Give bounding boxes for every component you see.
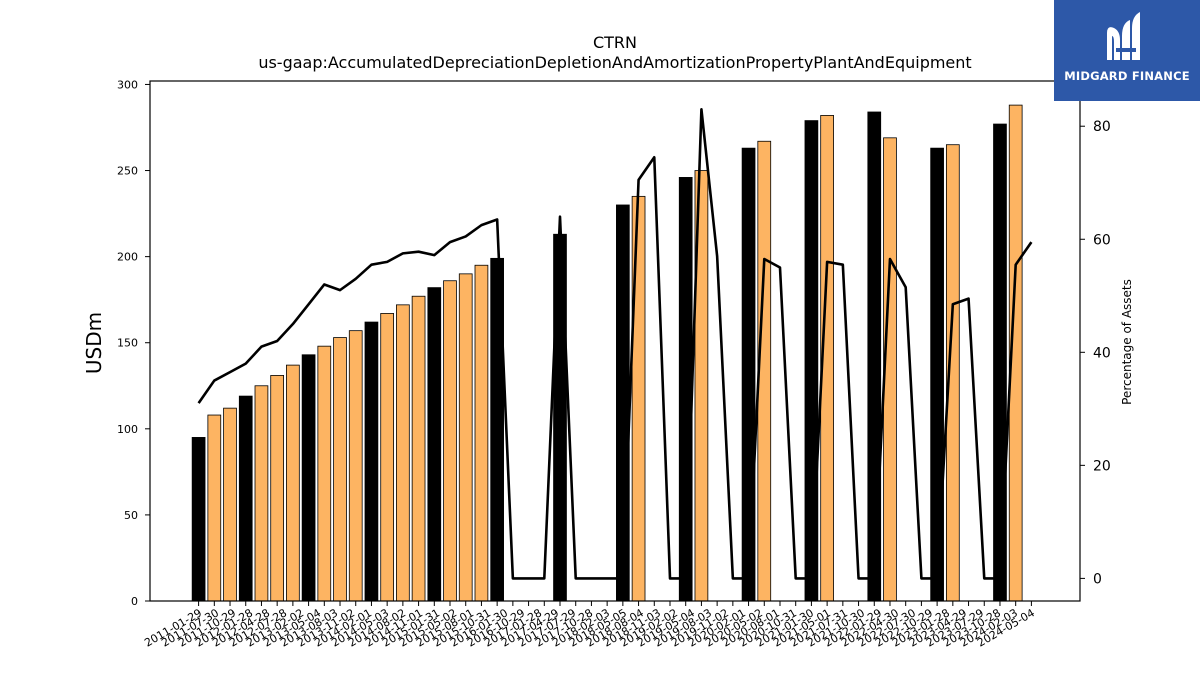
quarterly-bar — [443, 280, 457, 602]
brand-logo: MIDGARD FINANCE — [1054, 0, 1200, 101]
annual-bar — [930, 147, 944, 602]
annual-bar — [678, 177, 693, 602]
bar-group — [191, 104, 1023, 602]
annual-bar — [867, 111, 882, 602]
quarterly-bar — [223, 407, 237, 602]
midgard-m-logo-icon — [1107, 12, 1140, 61]
chart-title: CTRN — [593, 33, 637, 52]
annual-bar — [616, 204, 630, 602]
annual-bar — [364, 321, 379, 602]
annual-bar — [553, 233, 567, 602]
annual-bar — [301, 354, 316, 602]
quarterly-bar — [286, 364, 300, 602]
quarterly-bar — [333, 337, 347, 602]
quarterly-bar — [254, 385, 269, 602]
quarterly-bar — [270, 375, 285, 602]
annual-bar — [191, 437, 206, 602]
quarterly-bar — [411, 295, 426, 602]
line-group — [197, 107, 1033, 580]
quarterly-bar — [380, 313, 395, 602]
annual-bar — [993, 123, 1007, 602]
annual-bar — [804, 120, 819, 602]
annual-bar — [427, 287, 442, 602]
plot-frame — [149, 80, 1081, 602]
y-tick-label: 300 — [117, 78, 138, 91]
y-tick-label: 100 — [117, 423, 138, 436]
quarterly-bar — [317, 345, 332, 602]
y2-tick-label: 20 — [1093, 458, 1111, 474]
y2-tick-label: 0 — [1093, 571, 1102, 587]
quarterly-bar — [348, 330, 363, 602]
y-tick-label: 250 — [117, 165, 138, 178]
axes: 0501001502002503000204060802011-01-29201… — [117, 78, 1111, 649]
quarterly-bar — [207, 414, 222, 602]
y2-tick-label: 80 — [1093, 119, 1111, 135]
y2-tick-label: 40 — [1093, 345, 1111, 361]
annual-bar — [741, 147, 756, 602]
quarterly-bar — [474, 264, 489, 602]
quarterly-bar — [631, 195, 646, 602]
brand-name: MIDGARD FINANCE — [1064, 69, 1190, 83]
y2-axis-label: Percentage of Assets — [1120, 279, 1134, 405]
y-tick-label: 150 — [117, 337, 138, 350]
y-tick-label: 200 — [117, 251, 138, 264]
y-tick-label: 50 — [124, 509, 138, 522]
quarterly-bar — [458, 273, 473, 602]
annual-bar — [238, 395, 253, 602]
chart-subtitle: us-gaap:AccumulatedDepreciationDepletion… — [258, 53, 971, 72]
quarterly-bar — [396, 304, 410, 602]
percentage-line — [197, 107, 1033, 580]
y-axis-label: USDm — [82, 312, 106, 374]
y2-tick-label: 60 — [1093, 232, 1111, 248]
y-tick-label: 0 — [131, 595, 138, 608]
